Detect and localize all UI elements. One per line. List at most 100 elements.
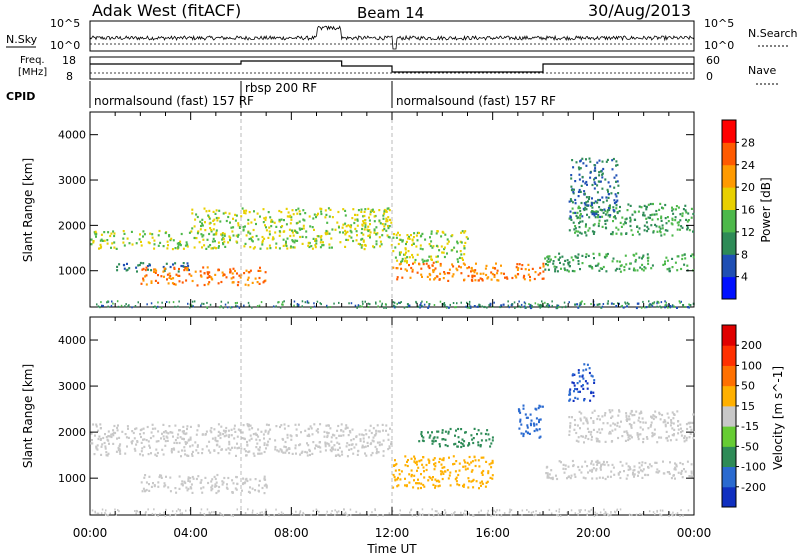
- cell-0-1: [138, 263, 141, 267]
- cell-1-4: [519, 420, 522, 423]
- cell-0-5: [396, 276, 399, 279]
- ground-cell-0: [369, 303, 371, 306]
- cell-1-2: [444, 470, 447, 473]
- cell-0-3: [369, 223, 371, 226]
- cell-1-1: [249, 491, 251, 494]
- cell-0-8: [582, 180, 585, 183]
- cell-1-3: [422, 439, 425, 443]
- cell-1-0: [139, 429, 142, 432]
- cell-0-6: [623, 265, 626, 269]
- cell-1-0: [90, 442, 93, 445]
- cell-0-4: [441, 230, 444, 233]
- cell-1-6: [608, 409, 611, 412]
- ground-cell-0: [648, 304, 650, 307]
- cell-1-5: [606, 475, 609, 478]
- ground-cell-1: [674, 513, 677, 516]
- cell-1-3: [457, 436, 460, 439]
- cell-1-0: [207, 449, 210, 452]
- ground-cell-0: [421, 300, 423, 303]
- cell-0-3: [264, 218, 267, 222]
- cell-1-6: [658, 413, 661, 416]
- colorbar-tick-label: 24: [741, 159, 755, 172]
- cell-0-6: [641, 255, 644, 259]
- cell-0-5: [422, 263, 425, 266]
- cell-1-7: [573, 373, 576, 376]
- cell-0-0: [106, 239, 109, 242]
- cell-1-0: [127, 427, 129, 430]
- cell-0-8: [577, 166, 580, 169]
- cell-1-0: [155, 448, 158, 451]
- cell-0-3: [298, 210, 301, 213]
- cell-1-0: [319, 441, 321, 444]
- cell-0-5: [399, 262, 402, 265]
- cell-0-3: [385, 220, 388, 223]
- ground-cell-0: [310, 306, 312, 309]
- ground-cell-0: [454, 306, 456, 309]
- cell-0-4: [430, 230, 433, 233]
- ground-cell-1: [641, 513, 644, 516]
- cell-1-6: [640, 411, 643, 415]
- cell-0-0: [261, 235, 264, 239]
- cell-1-7: [583, 363, 586, 366]
- cell-0-7: [578, 226, 581, 229]
- ground-cell-0: [617, 302, 619, 305]
- cell-1-0: [187, 439, 190, 442]
- ground-cell-0: [116, 300, 119, 303]
- cell-0-4: [415, 245, 418, 248]
- cell-0-7: [586, 204, 588, 207]
- cell-0-7: [659, 230, 661, 233]
- cell-0-8: [615, 160, 618, 163]
- cell-1-2: [491, 459, 494, 462]
- cell-1-5: [599, 468, 602, 471]
- cell-0-0: [193, 246, 196, 249]
- cell-1-0: [375, 432, 378, 435]
- cell-0-4: [456, 242, 459, 245]
- cell-0-3: [302, 227, 305, 230]
- cell-0-9: [665, 304, 668, 307]
- ground-cell-0: [131, 306, 133, 309]
- cell-0-7: [574, 227, 577, 230]
- cell-1-6: [628, 434, 631, 437]
- cell-1-0: [189, 445, 192, 448]
- cell-0-4: [450, 249, 453, 252]
- ground-cell-1: [105, 513, 107, 516]
- cell-0-0: [167, 244, 169, 247]
- cell-0-0: [328, 243, 331, 246]
- cell-0-6: [547, 268, 550, 271]
- cell-1-6: [596, 438, 599, 441]
- cell-0-0: [100, 233, 103, 236]
- cell-0-3: [373, 229, 376, 232]
- cell-0-3: [367, 229, 370, 233]
- cell-0-6: [556, 270, 559, 273]
- ytick-label: 1000: [58, 265, 86, 278]
- cell-0-8: [588, 157, 591, 160]
- cell-0-5: [539, 266, 542, 269]
- cell-1-6: [569, 424, 572, 427]
- cell-0-7: [577, 230, 580, 233]
- colorbar-tick-label: 15: [741, 400, 755, 413]
- ground-cell-1: [282, 512, 284, 515]
- ground-cell-0: [507, 304, 510, 307]
- cell-0-0: [347, 238, 350, 242]
- cell-0-8: [579, 190, 582, 193]
- cell-0-7: [655, 209, 658, 213]
- cell-1-0: [103, 441, 106, 445]
- ground-cell-1: [181, 512, 183, 515]
- ground-cell-1: [101, 508, 104, 511]
- cell-0-3: [270, 225, 273, 228]
- ground-cell-0: [177, 305, 179, 308]
- cell-1-1: [202, 486, 205, 489]
- cell-0-0: [315, 239, 318, 242]
- cell-1-4: [522, 407, 525, 410]
- cell-0-7: [664, 229, 667, 232]
- cell-1-6: [609, 424, 612, 427]
- cell-0-3: [326, 221, 329, 224]
- ground-cell-1: [418, 512, 420, 515]
- ground-cell-1: [280, 511, 283, 514]
- ground-cell-1: [206, 508, 209, 511]
- cell-0-1: [174, 262, 177, 265]
- cell-1-0: [251, 427, 254, 430]
- cell-0-3: [325, 229, 328, 233]
- cell-1-0: [382, 454, 385, 457]
- ground-cell-1: [421, 513, 424, 516]
